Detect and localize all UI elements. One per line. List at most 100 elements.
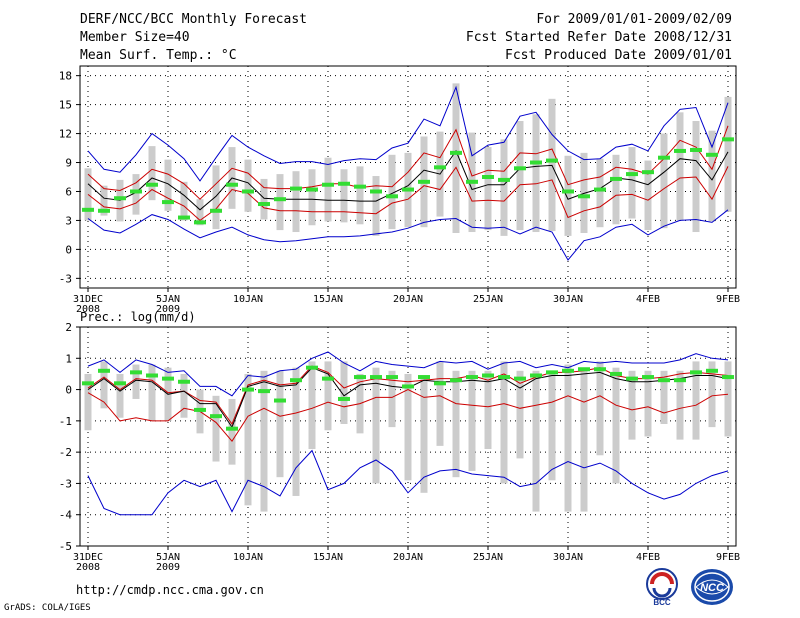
observed-range-bar [436, 361, 444, 446]
climatology-mark [674, 378, 686, 383]
series-min [87, 449, 729, 516]
observed-range-bar [164, 159, 172, 211]
climatology-mark [226, 426, 238, 431]
observed-range-bar [404, 373, 412, 481]
climatology-mark [306, 187, 318, 192]
observed-range-bar [452, 83, 460, 233]
y-tick-label: 12 [59, 128, 72, 141]
observed-range-bar [564, 364, 572, 512]
climatology-mark [114, 196, 126, 201]
precip-panel-title: Prec.: log(mm/d) [80, 310, 196, 324]
climatology-mark [610, 371, 622, 376]
observed-range-bar [724, 361, 732, 437]
refer-date: Fcst Started Refer Date 2008/12/31 [465, 30, 732, 45]
y-tick-label: -4 [59, 509, 73, 522]
x-tick-label-year: 2008 [76, 562, 100, 573]
climatology-mark [146, 373, 158, 378]
climatology-mark [722, 137, 734, 142]
y-tick-label: 0 [65, 243, 72, 256]
observed-range-bar [644, 160, 652, 231]
observed-range-bar [660, 133, 668, 229]
observed-range-bar [628, 370, 636, 440]
climatology-mark [114, 381, 126, 386]
observed-range-bar [324, 361, 332, 431]
x-tick-label: 20JAN [393, 552, 423, 563]
observed-range-bar [500, 139, 508, 236]
observed-range-bar [452, 370, 460, 478]
climatology-mark [274, 197, 286, 202]
climatology-mark [594, 187, 606, 192]
climatology-mark [450, 150, 462, 155]
climatology-mark [434, 381, 446, 386]
climatology-mark [82, 381, 94, 386]
member-size: Member Size=40 [80, 30, 190, 45]
climatology-mark [258, 202, 270, 207]
observed-range-bar [180, 181, 188, 221]
observed-range-bar [116, 373, 124, 418]
observed-range-bar [532, 114, 540, 233]
observed-range-bar [84, 373, 92, 431]
observed-range-bar [612, 367, 620, 484]
climatology-mark [482, 175, 494, 179]
chart-title: DERF/NCC/BCC Monthly Forecast [80, 12, 307, 27]
x-tick-label: 4FEB [636, 294, 660, 305]
climatology-mark [434, 165, 446, 170]
observed-range-bar [132, 364, 140, 399]
x-tick-label-year: 2008 [76, 304, 100, 315]
x-tick-label: 15JAN [313, 294, 343, 305]
climatology-mark [418, 179, 430, 184]
climatology-mark [562, 368, 574, 373]
observed-range-bar [148, 146, 156, 201]
observed-range-bar [340, 169, 348, 223]
series-upper [87, 365, 729, 426]
y-tick-label: 0 [65, 384, 72, 397]
climatology-mark [354, 375, 366, 380]
climatology-mark [674, 148, 686, 153]
observed-range-bar [516, 121, 524, 231]
observed-range-bar [628, 147, 636, 219]
climatology-mark [322, 376, 334, 381]
climatology-mark [514, 376, 526, 381]
bcc-logo-text: BCC [653, 598, 671, 607]
x-tick-label: 31DEC [73, 552, 103, 563]
climatology-mark [258, 389, 270, 394]
climatology-mark [82, 207, 94, 212]
forecast-period: For 2009/01/01-2009/02/09 [536, 12, 732, 27]
observed-range-bar [372, 367, 380, 484]
climatology-mark [370, 375, 382, 380]
climatology-mark [402, 187, 414, 192]
climatology-mark [386, 194, 398, 199]
y-tick-label: 15 [59, 99, 72, 112]
observed-range-bar [612, 154, 620, 225]
observed-range-bar [564, 155, 572, 236]
climatology-mark [146, 182, 158, 187]
climatology-mark [194, 407, 206, 412]
observed-range-bar [356, 166, 364, 225]
climatology-mark [530, 160, 542, 165]
x-tick-label: 20JAN [393, 294, 423, 305]
observed-range-bar [708, 130, 716, 222]
observed-range-bar [532, 370, 540, 512]
x-tick-label: 25JAN [473, 294, 503, 305]
climatology-mark [546, 370, 558, 375]
source-url[interactable]: http://cmdp.ncc.cma.gov.cn [76, 583, 264, 597]
observed-range-bar [228, 398, 236, 465]
y-tick-label: -2 [59, 446, 72, 459]
y-tick-label: 1 [65, 352, 72, 365]
observed-range-bar [676, 370, 684, 440]
x-tick-label: 31DEC [73, 294, 103, 305]
climatology-mark [466, 179, 478, 184]
climatology-mark [322, 182, 334, 187]
climatology-mark [706, 152, 718, 157]
climatology-mark [130, 189, 142, 194]
climatology-mark [354, 184, 366, 189]
observed-range-bar [644, 370, 652, 437]
climatology-mark [610, 176, 622, 181]
climatology-mark [178, 379, 190, 384]
x-tick-label: 9FEB [716, 294, 740, 305]
observed-range-bar [516, 370, 524, 459]
series-max [87, 351, 729, 397]
